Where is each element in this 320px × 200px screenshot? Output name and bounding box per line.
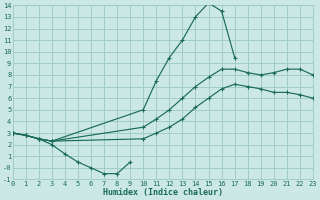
- X-axis label: Humidex (Indice chaleur): Humidex (Indice chaleur): [103, 188, 223, 197]
